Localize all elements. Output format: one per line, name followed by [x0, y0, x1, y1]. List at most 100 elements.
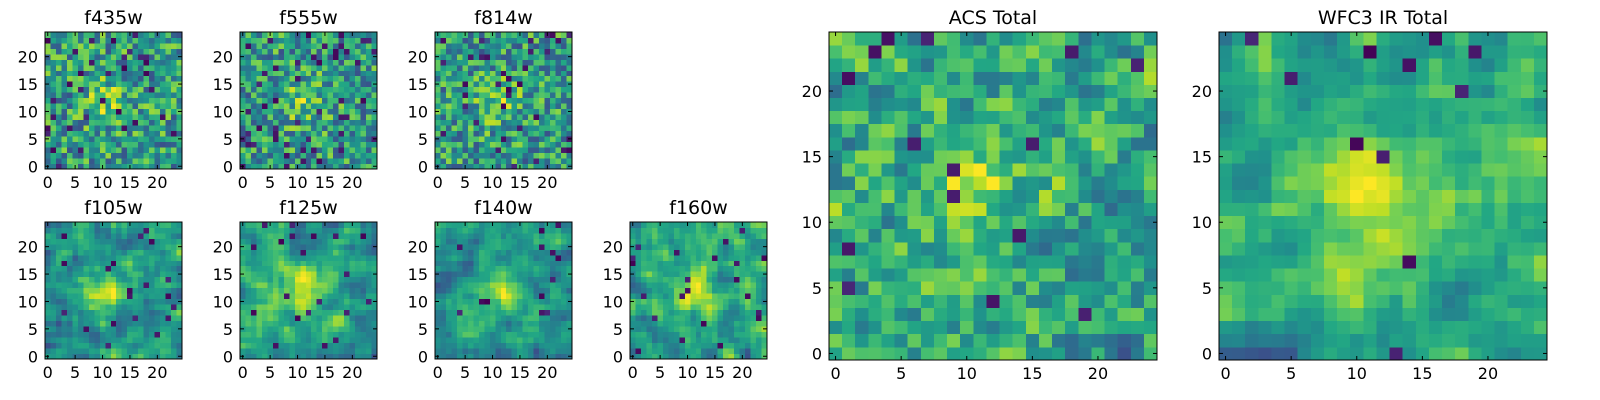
heatmap-cell	[305, 304, 312, 311]
heatmap-cell	[116, 227, 123, 234]
heatmap-cell	[533, 32, 540, 38]
heatmap-cell	[55, 254, 62, 261]
heatmap-cell	[278, 337, 285, 343]
heatmap-cell	[435, 320, 441, 327]
heatmap-cell	[338, 238, 345, 245]
heatmap-cell	[473, 32, 480, 38]
heatmap-cell	[94, 320, 101, 327]
heatmap-cell	[338, 315, 345, 322]
heatmap-cell	[550, 342, 556, 349]
heatmap-cell	[61, 64, 68, 71]
heatmap-cell	[473, 48, 480, 55]
heatmap-cell	[484, 59, 491, 66]
heatmap-cell	[489, 147, 496, 153]
heatmap-cell	[278, 287, 285, 294]
heatmap-cell	[539, 163, 545, 170]
heatmap-cell	[706, 348, 713, 354]
heatmap-cell	[662, 353, 669, 360]
heatmap-cell	[333, 309, 340, 316]
heatmap-cell	[50, 48, 57, 55]
heatmap-cell	[445, 108, 452, 115]
heatmap-cell	[829, 202, 843, 217]
heatmap-cell	[72, 337, 79, 343]
heatmap-cell	[467, 298, 474, 305]
heatmap-cell	[435, 59, 441, 66]
heatmap-cell	[165, 158, 172, 164]
heatmap-cell	[294, 152, 301, 159]
heatmap-cell	[300, 243, 307, 250]
heatmap-cell	[240, 348, 246, 354]
y-tick-label: 10	[408, 292, 428, 311]
heatmap-cell	[630, 293, 636, 300]
heatmap-cell	[522, 265, 529, 272]
heatmap-cell	[322, 37, 329, 44]
heatmap-cell	[355, 293, 361, 300]
heatmap-cell	[679, 232, 686, 239]
heatmap-cell	[138, 125, 145, 132]
heatmap-cell	[657, 331, 664, 338]
heatmap-cell	[539, 249, 545, 256]
heatmap-cell	[160, 114, 166, 121]
y-tick-label: 10	[18, 292, 38, 311]
heatmap-cell	[77, 232, 84, 239]
heatmap-cell	[355, 108, 361, 115]
heatmap-cell	[484, 64, 491, 71]
heatmap-cell	[261, 326, 268, 332]
heatmap-cell	[355, 37, 361, 44]
heatmap-cell	[489, 136, 496, 142]
heatmap-cell	[88, 337, 95, 343]
heatmap-cell	[555, 108, 562, 115]
y-tick-label: 20	[408, 48, 428, 67]
heatmap-cell	[947, 241, 961, 256]
heatmap-cell	[349, 42, 356, 49]
heatmap-cell	[566, 309, 573, 316]
heatmap-cell	[555, 271, 562, 278]
heatmap-cell	[333, 158, 340, 164]
heatmap-cell	[544, 42, 551, 49]
heatmap-cell	[143, 315, 150, 322]
heatmap-cell	[45, 75, 51, 82]
y-tick-label: 15	[18, 265, 38, 284]
heatmap-cell	[61, 309, 68, 316]
heatmap-cell	[511, 86, 518, 93]
heatmap-cell	[1117, 307, 1132, 322]
heatmap-cell	[668, 249, 675, 256]
heatmap-cell	[684, 254, 691, 261]
heatmap-cell	[555, 37, 562, 44]
heatmap-cell	[555, 265, 562, 272]
heatmap-cell	[88, 53, 95, 60]
heatmap-cell	[272, 48, 279, 55]
heatmap-cell	[451, 238, 458, 245]
heatmap-cell	[256, 70, 263, 77]
heatmap-cell	[1117, 163, 1132, 177]
heatmap-cell	[256, 163, 263, 170]
heatmap-cell	[522, 222, 529, 228]
heatmap-cell	[250, 163, 257, 170]
heatmap-cell	[110, 222, 117, 228]
heatmap-cell	[160, 331, 166, 338]
heatmap-cell	[371, 320, 378, 327]
heatmap-cell	[868, 307, 882, 322]
heatmap-cell	[706, 249, 713, 256]
heatmap-cell	[533, 130, 540, 137]
heatmap-cell	[127, 64, 134, 71]
heatmap-cell	[1012, 163, 1027, 177]
heatmap-cell	[646, 276, 653, 283]
heatmap-cell	[127, 86, 134, 93]
heatmap-cell	[371, 315, 378, 322]
heatmap-cell	[66, 260, 73, 267]
heatmap-cell	[305, 114, 312, 121]
heatmap-cell	[717, 254, 724, 261]
heatmap-cell	[462, 276, 469, 283]
heatmap-cell	[83, 254, 90, 261]
heatmap-cell	[506, 293, 513, 300]
heatmap-cell	[256, 315, 263, 322]
heatmap-cell	[550, 249, 556, 256]
heatmap-cell	[316, 315, 323, 322]
heatmap-cell	[294, 342, 301, 349]
heatmap-cell	[706, 287, 713, 294]
heatmap-cell	[933, 320, 948, 335]
heatmap-cell	[322, 337, 329, 343]
heatmap-cell	[294, 92, 301, 99]
heatmap-cell	[489, 249, 496, 256]
